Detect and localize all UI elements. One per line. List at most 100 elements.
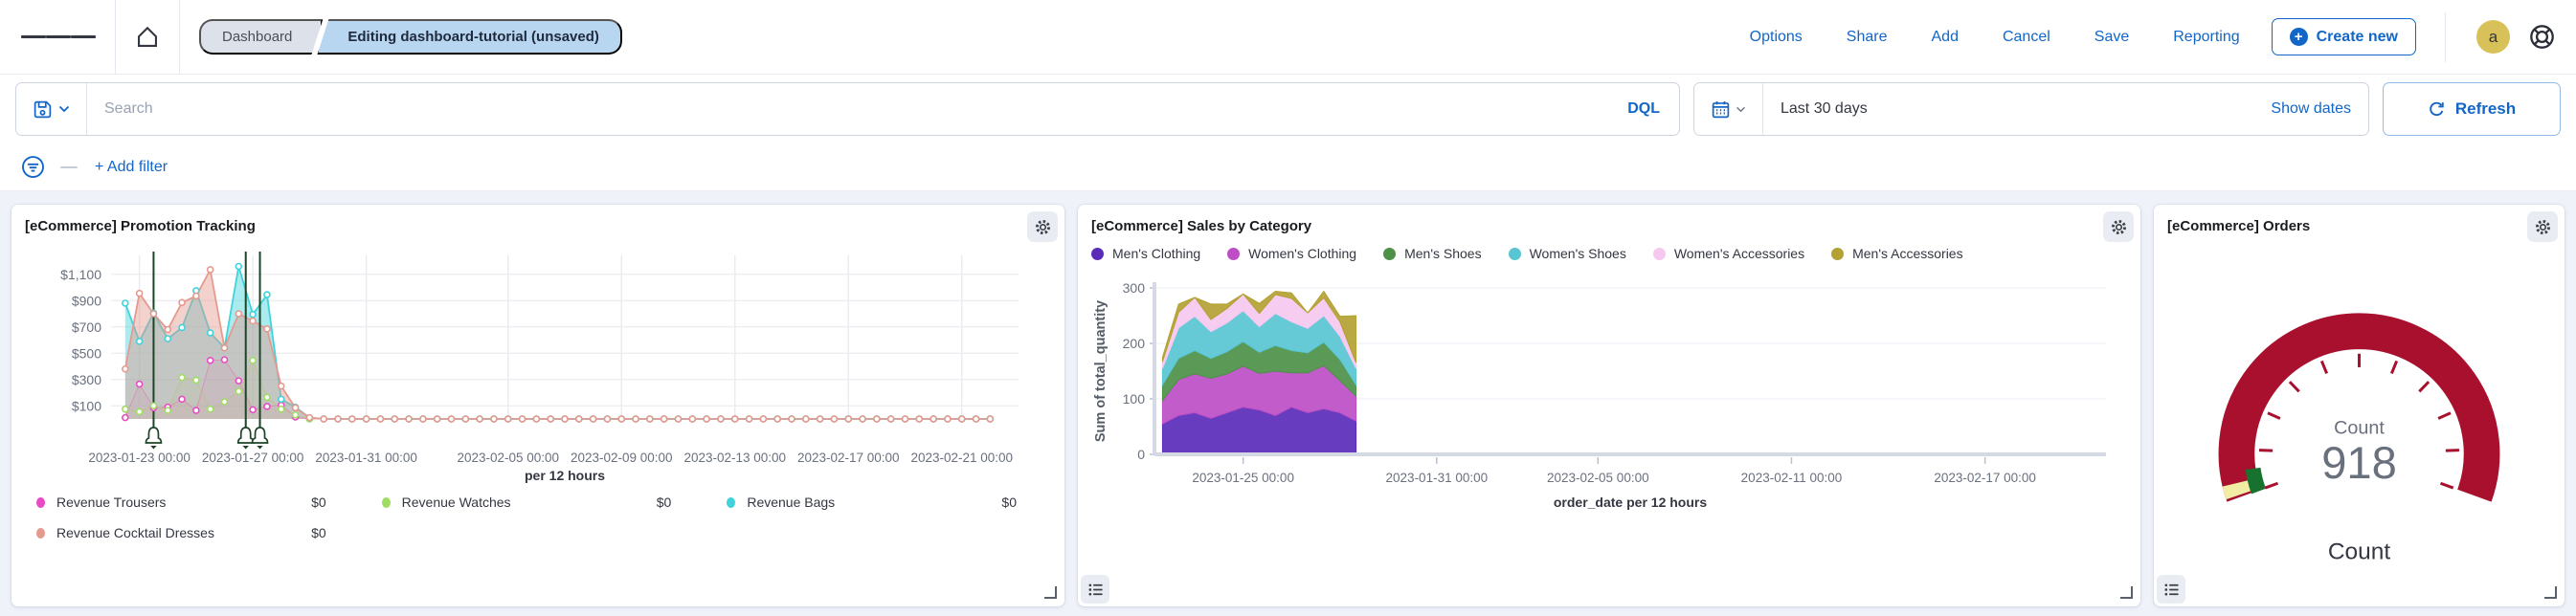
breadcrumb-dashboard[interactable]: Dashboard [199,19,323,55]
legend-color-dot [382,497,391,508]
promotion-legend: Revenue Trousers$0Revenue Watches$0Reven… [36,495,1040,540]
show-dates-link[interactable]: Show dates [2265,99,2368,119]
divider [179,0,180,74]
legend-color-dot [1091,248,1104,260]
save-icon [33,99,53,120]
cancel-link[interactable]: Cancel [1997,28,2056,47]
reporting-link[interactable]: Reporting [2167,28,2245,47]
legend-label: Revenue Watches [402,495,511,510]
resize-corner-icon[interactable] [2544,586,2557,599]
legend-value: $0 [311,525,349,540]
home-icon[interactable] [131,21,164,54]
calendar-icon [1711,99,1731,120]
topbar-left: Dashboard Editing dashboard-tutorial (un… [17,0,622,74]
legend-item[interactable]: Men's Accessories [1831,246,1963,261]
panel-orders: [eCommerce] Orders Count918Count [2154,205,2565,606]
svg-text:2023-02-17 00:00: 2023-02-17 00:00 [797,451,900,465]
svg-text:2023-02-05 00:00: 2023-02-05 00:00 [457,451,559,465]
dql-button[interactable]: DQL [1608,100,1679,118]
legend-list-icon[interactable] [1081,575,1109,604]
legend-label: Men's Clothing [1112,246,1200,261]
legend-item[interactable]: Revenue Cocktail Dresses $0 [36,525,349,540]
orders-gauge-svg[interactable]: Count918Count [2165,242,2553,577]
calendar-menu-button[interactable] [1694,83,1763,135]
promotion-chart-svg[interactable]: $100$300$500$700$900$1,1002023-01-23 00:… [23,242,1053,483]
filter-icon[interactable] [17,151,49,183]
svg-text:300: 300 [1123,280,1146,296]
svg-text:100: 100 [1123,391,1146,407]
legend-color-dot [1653,248,1666,260]
legend-color-dot [1509,248,1521,260]
svg-text:Count: Count [2334,418,2385,439]
svg-text:0: 0 [1137,447,1145,462]
legend-color-dot [36,528,45,539]
gear-icon[interactable] [2103,211,2134,242]
topbar-right: Options Share Add Cancel Save Reporting … [1728,0,2559,74]
menu-icon[interactable] [17,29,100,45]
svg-text:2023-01-31 00:00: 2023-01-31 00:00 [1386,471,1489,485]
breadcrumb: Dashboard Editing dashboard-tutorial (un… [199,19,622,55]
svg-text:918: 918 [2321,437,2397,488]
svg-text:200: 200 [1123,336,1146,351]
resize-corner-icon[interactable] [1044,586,1057,599]
legend-label: Revenue Trousers [56,495,166,510]
legend-label: Revenue Cocktail Dresses [56,525,214,540]
refresh-button[interactable]: Refresh [2383,82,2561,136]
query-bar: DQL Last 30 days Show dates Refresh [0,75,2576,143]
legend-item[interactable]: Men's Clothing [1091,246,1200,261]
legend-item[interactable]: Men's Shoes [1383,246,1482,261]
legend-item[interactable]: Revenue Watches$0 [382,495,695,510]
legend-label: Women's Clothing [1248,246,1356,261]
legend-list-icon[interactable] [2157,575,2185,604]
svg-text:2023-01-27 00:00: 2023-01-27 00:00 [202,451,304,465]
kibana-dashboard-app: Dashboard Editing dashboard-tutorial (un… [0,0,2576,616]
gear-icon[interactable] [2527,211,2558,242]
legend-label: Revenue Bags [747,495,835,510]
legend-value: $0 [1001,495,1040,510]
panel-title: [eCommerce] Sales by Category [1089,214,2129,242]
legend-item[interactable]: Women's Clothing [1227,246,1356,261]
plus-icon: + [2290,28,2308,46]
create-new-label: Create new [2317,29,2398,46]
breadcrumb-editing-dashboard[interactable]: Editing dashboard-tutorial (unsaved) [317,19,622,55]
svg-text:$1,100: $1,100 [60,267,101,282]
help-icon[interactable] [2525,20,2559,54]
panel-title: [eCommerce] Promotion Tracking [23,214,1053,242]
options-link[interactable]: Options [1744,28,1808,47]
legend-item[interactable]: Women's Shoes [1509,246,1626,261]
resize-corner-icon[interactable] [2120,586,2133,599]
svg-text:$500: $500 [72,345,101,361]
time-range-value[interactable]: Last 30 days [1763,99,1873,119]
legend-color-dot [727,497,735,508]
legend-color-dot [1831,248,1844,260]
svg-text:2023-02-21 00:00: 2023-02-21 00:00 [910,451,1013,465]
svg-text:per 12 hours: per 12 hours [525,468,605,483]
svg-text:order_date per 12 hours: order_date per 12 hours [1554,495,1707,510]
refresh-label: Refresh [2455,99,2516,119]
share-link[interactable]: Share [1841,28,1893,47]
divider [2445,12,2446,62]
svg-text:2023-02-17 00:00: 2023-02-17 00:00 [1934,471,2036,485]
saved-query-menu-button[interactable] [16,83,87,135]
add-filter-button[interactable]: + Add filter [89,158,173,177]
save-link[interactable]: Save [2089,28,2135,47]
svg-text:2023-01-25 00:00: 2023-01-25 00:00 [1192,471,1294,485]
svg-text:$300: $300 [72,372,101,387]
legend-item[interactable]: Women's Accessories [1653,246,1804,261]
search-input[interactable] [87,100,1608,118]
top-bar: Dashboard Editing dashboard-tutorial (un… [0,0,2576,75]
avatar[interactable]: a [2476,20,2510,54]
svg-text:2023-02-11 00:00: 2023-02-11 00:00 [1741,471,1843,485]
legend-value: $0 [311,495,349,510]
sales-chart-svg[interactable]: 0 100 200 300 2023-01-25 00:00 2023-01-31 00:… [1089,271,2129,519]
legend-color-dot [1227,248,1240,260]
svg-text:2023-02-05 00:00: 2023-02-05 00:00 [1547,471,1649,485]
add-link[interactable]: Add [1926,28,1964,47]
legend-item[interactable]: Revenue Trousers $0 [36,495,349,510]
legend-item[interactable]: Revenue Bags $0 [727,495,1040,510]
legend-color-dot [1383,248,1396,260]
gear-icon[interactable] [1027,211,1058,242]
chevron-down-icon [58,105,70,113]
refresh-icon [2428,100,2446,119]
create-new-button[interactable]: + Create new [2272,18,2416,55]
